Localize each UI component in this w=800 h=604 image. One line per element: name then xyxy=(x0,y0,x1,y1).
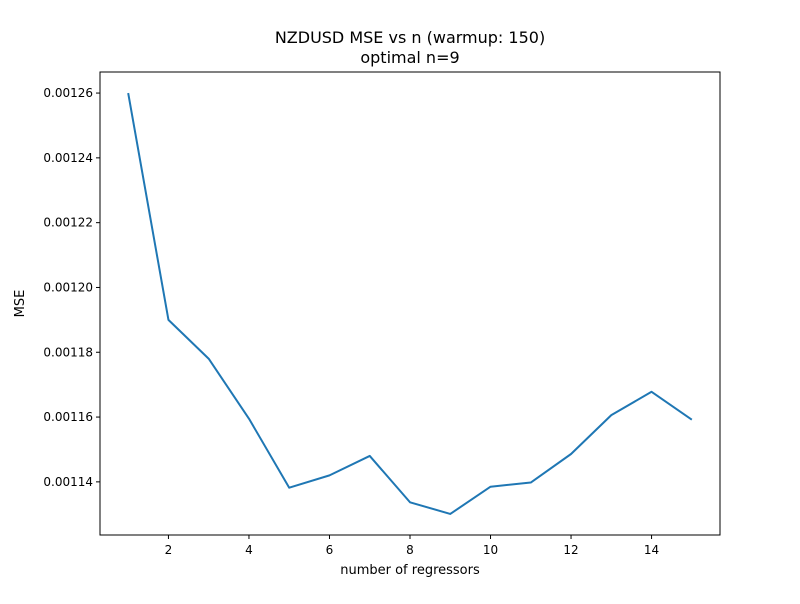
y-axis-ticks: 0.00114 0.00116 0.00118 0.00120 0.00122 0.001… xyxy=(43,86,100,489)
chart-title: NZDUSD MSE vs n (warmup: 150) xyxy=(275,28,545,47)
y-tick-label: 0.00126 xyxy=(43,86,93,100)
x-axis-label: number of regressors xyxy=(340,563,480,578)
y-tick-label: 0.00120 xyxy=(43,280,93,294)
x-tick-label: 2 xyxy=(165,543,173,557)
plot-series xyxy=(127,92,693,515)
x-tick-label: 14 xyxy=(644,543,659,557)
x-axis-ticks: 2 4 6 8 10 12 14 xyxy=(165,535,659,557)
y-tick-label: 0.00122 xyxy=(43,216,93,230)
plot-frame xyxy=(99,71,721,536)
y-axis-label: MSE xyxy=(13,290,28,318)
y-tick-label: 0.00118 xyxy=(43,345,93,359)
x-tick-label: 12 xyxy=(563,543,578,557)
chart-subtitle: optimal n=9 xyxy=(360,48,459,67)
x-tick-label: 6 xyxy=(326,543,334,557)
x-tick-label: 10 xyxy=(483,543,498,557)
mse-line xyxy=(127,92,693,515)
x-tick-label: 4 xyxy=(245,543,253,557)
y-tick-label: 0.00124 xyxy=(43,151,93,165)
x-tick-label: 8 xyxy=(406,543,414,557)
y-tick-label: 0.00114 xyxy=(43,475,93,489)
y-tick-label: 0.00116 xyxy=(43,410,93,424)
